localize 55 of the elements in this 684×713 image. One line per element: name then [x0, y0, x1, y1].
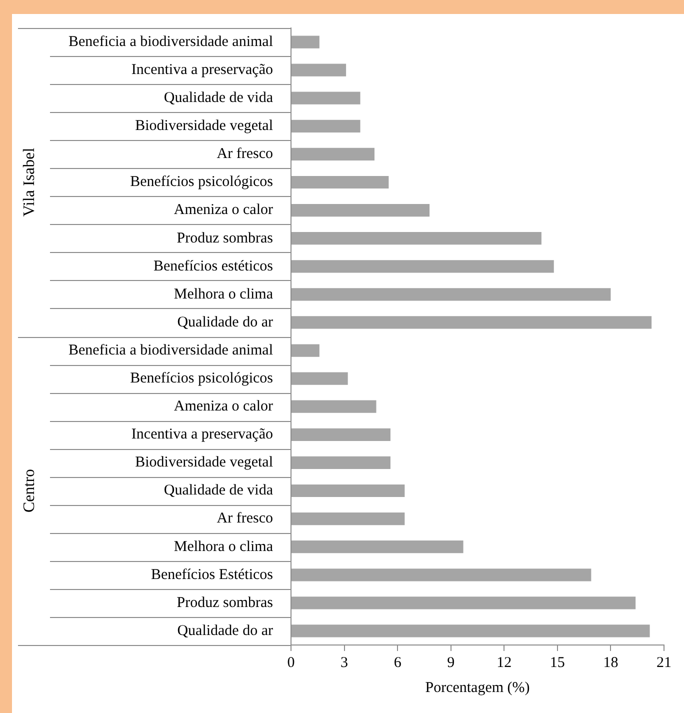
bar	[292, 540, 464, 554]
y-tick-label: Benefícios psicológicos	[130, 174, 274, 190]
y-tick-label: Benefícios Estéticos	[150, 566, 274, 583]
y-tick-label: Qualidade de vida	[164, 482, 274, 499]
bar	[292, 484, 405, 498]
y-tick-label: Produz sombras	[176, 230, 274, 246]
y-tick-label: Melhora o clima	[174, 538, 274, 555]
bar	[292, 204, 430, 217]
y-tick-label: Qualidade de vida	[164, 90, 274, 106]
bar	[292, 92, 360, 104]
x-tick-label: 9	[447, 654, 455, 671]
y-tick-label: Ar fresco	[216, 510, 273, 527]
bar	[292, 568, 592, 582]
bar	[292, 36, 320, 48]
y-tick-label: Ameniza o calor	[174, 398, 273, 415]
bar	[292, 344, 320, 357]
y-tick-label: Beneficia a biodiversidade animal	[68, 34, 273, 50]
y-tick-label: Incentiva a preservação	[131, 62, 273, 78]
text: Vila Isabel	[21, 147, 38, 217]
x-axis-title: Porcentagem (%)	[425, 680, 530, 696]
bar	[292, 400, 376, 413]
y-tick-label: Incentiva a preservação	[131, 426, 273, 443]
bar	[292, 120, 360, 132]
bar	[292, 428, 390, 441]
text: Centro	[21, 468, 38, 513]
y-tick-label: Benefícios estéticos	[153, 258, 274, 274]
bar	[292, 456, 390, 470]
bar	[292, 512, 405, 526]
bar	[292, 624, 650, 638]
x-tick-label: 21	[656, 654, 672, 671]
y-tick-label: Qualidade do ar	[177, 314, 273, 330]
y-tick-label: Ar fresco	[216, 146, 273, 162]
y-tick-label: Beneficia a biodiversidade animal	[68, 342, 273, 358]
bar	[292, 148, 374, 161]
x-tick-label: 12	[496, 654, 512, 671]
x-tick-label: 15	[550, 654, 565, 671]
bar	[292, 316, 652, 329]
bar	[292, 176, 389, 189]
y-tick-label: Biodiversidade vegetal	[135, 118, 273, 134]
y-tick-label: Benefícios psicológicos	[130, 370, 274, 387]
y-tick-label: Ameniza o calor	[174, 202, 273, 218]
y-tick-label: Qualidade do ar	[177, 622, 273, 639]
y-tick-label: Biodiversidade vegetal	[135, 454, 273, 471]
bar	[292, 64, 346, 76]
bar	[292, 288, 611, 301]
y-tick-label: Melhora o clima	[174, 286, 274, 302]
x-tick-label: 0	[287, 654, 295, 671]
bar	[292, 260, 554, 273]
bar	[292, 596, 636, 610]
x-tick-label: 3	[340, 654, 348, 671]
x-tick-label: 6	[394, 654, 402, 671]
x-tick-label: 18	[603, 654, 618, 671]
bar	[292, 372, 348, 385]
y-tick-label: Produz sombras	[176, 594, 274, 611]
bar	[292, 232, 542, 245]
